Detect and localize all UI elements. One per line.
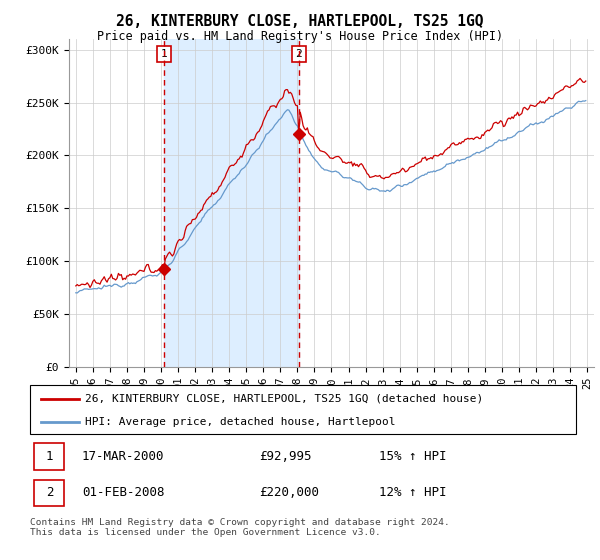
Text: £220,000: £220,000 [259, 486, 319, 500]
Text: 01-FEB-2008: 01-FEB-2008 [82, 486, 164, 500]
Text: 1: 1 [46, 450, 53, 463]
Text: 12% ↑ HPI: 12% ↑ HPI [379, 486, 447, 500]
Text: £92,995: £92,995 [259, 450, 312, 463]
Bar [34, 479, 64, 506]
Text: Price paid vs. HM Land Registry's House Price Index (HPI): Price paid vs. HM Land Registry's House … [97, 30, 503, 43]
Text: Contains HM Land Registry data © Crown copyright and database right 2024.
This d: Contains HM Land Registry data © Crown c… [30, 518, 450, 538]
Text: HPI: Average price, detached house, Hartlepool: HPI: Average price, detached house, Hart… [85, 417, 395, 427]
Text: 26, KINTERBURY CLOSE, HARTLEPOOL, TS25 1GQ: 26, KINTERBURY CLOSE, HARTLEPOOL, TS25 1… [116, 14, 484, 29]
Text: 26, KINTERBURY CLOSE, HARTLEPOOL, TS25 1GQ (detached house): 26, KINTERBURY CLOSE, HARTLEPOOL, TS25 1… [85, 394, 483, 404]
Text: 17-MAR-2000: 17-MAR-2000 [82, 450, 164, 463]
Bar [164, 39, 299, 367]
Text: 2: 2 [295, 49, 302, 59]
Bar [34, 443, 64, 470]
Text: 1: 1 [161, 49, 167, 59]
Text: 2: 2 [46, 486, 53, 500]
Text: 15% ↑ HPI: 15% ↑ HPI [379, 450, 447, 463]
